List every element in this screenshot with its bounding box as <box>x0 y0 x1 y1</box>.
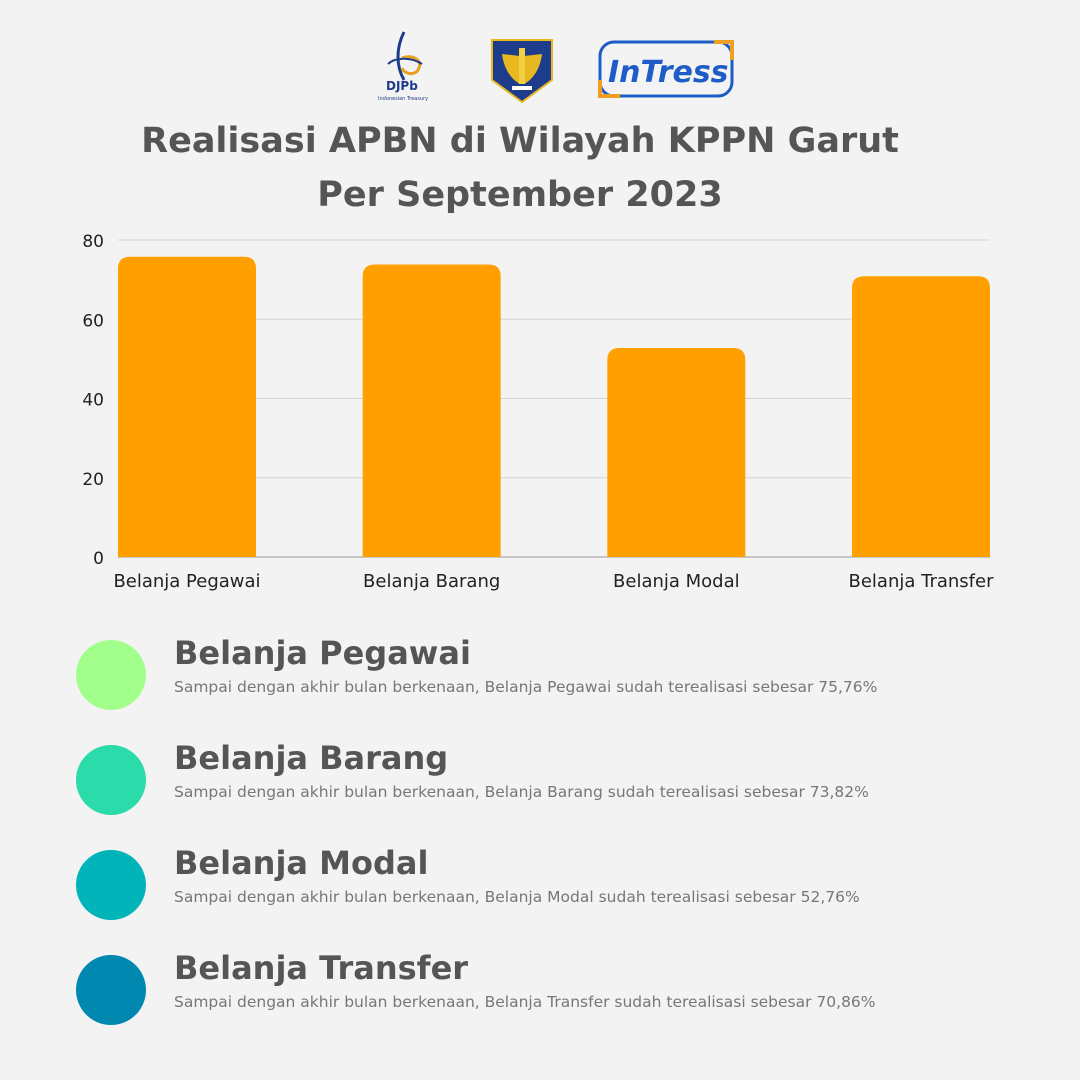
svg-text:InTress: InTress <box>608 55 729 90</box>
y-tick-label: 80 <box>82 232 104 252</box>
page-title: Realisasi APBN di Wilayah KPPN Garut Per… <box>0 114 1040 222</box>
x-tick-label: Belanja Modal <box>613 571 740 592</box>
legend-item-description: Sampai dengan akhir bulan berkenaan, Bel… <box>174 783 869 801</box>
djpb-logo: DJPb Indonesian Treasury <box>378 31 428 102</box>
legend-item-description: Sampai dengan akhir bulan berkenaan, Bel… <box>174 993 876 1011</box>
bar-chart: 0 20 40 60 80 Belanja Pegawai Belanja Barang Be… <box>82 232 995 592</box>
bar <box>607 347 746 557</box>
y-tick-label: 0 <box>93 549 104 569</box>
y-tick-label: 60 <box>82 311 104 331</box>
bar <box>118 256 256 557</box>
svg-text:DJPb: DJPb <box>386 79 418 93</box>
bar <box>852 276 990 557</box>
x-tick-label: Belanja Transfer <box>849 571 995 592</box>
legend-circle-icon <box>76 850 146 920</box>
legend-circle-icon <box>76 745 146 815</box>
legend-item-title: Belanja Pegawai <box>174 634 471 672</box>
svg-text:Indonesian Treasury: Indonesian Treasury <box>378 96 428 102</box>
legend-item-title: Belanja Transfer <box>174 949 469 987</box>
y-tick-label: 20 <box>82 470 104 490</box>
kemenkeu-emblem <box>491 39 553 104</box>
legend-circle-icon <box>76 640 146 710</box>
x-tick-label: Belanja Barang <box>363 571 500 592</box>
title-line-2: Per September 2023 <box>317 175 723 215</box>
legend-item-description: Sampai dengan akhir bulan berkenaan, Bel… <box>174 888 860 906</box>
x-tick-label: Belanja Pegawai <box>113 571 260 592</box>
logo-bar: DJPb Indonesian Treasury InTress <box>0 28 1080 108</box>
legend-circle-icon <box>76 955 146 1025</box>
bar <box>362 264 501 557</box>
y-tick-label: 40 <box>82 391 104 411</box>
legend-item-description: Sampai dengan akhir bulan berkenaan, Bel… <box>174 678 878 696</box>
legend-item-title: Belanja Modal <box>174 844 429 882</box>
intress-logo: InTress <box>598 40 734 98</box>
title-line-1: Realisasi APBN di Wilayah KPPN Garut <box>141 121 899 161</box>
legend-item-title: Belanja Barang <box>174 739 449 777</box>
